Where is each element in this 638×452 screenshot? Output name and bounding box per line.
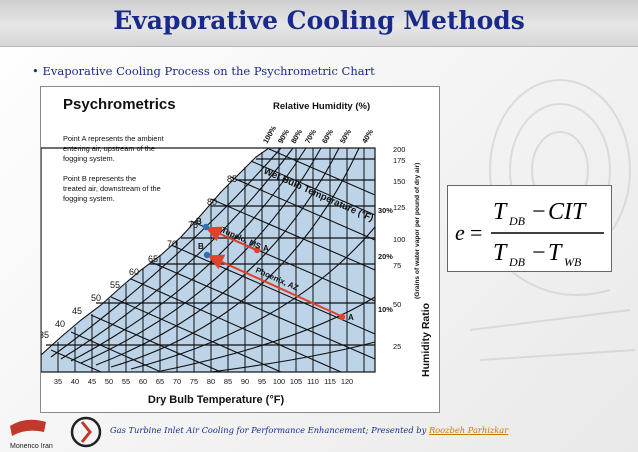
psychrometric-chart: A B A B Tupelo, MS Phoenix, AZ Wet Bulb … [27, 86, 440, 413]
note-a-line-1: Point A represents the ambient [63, 134, 164, 143]
x-axis-label: Dry Bulb Temperature (°F) [148, 394, 285, 406]
wb-label: 50 [91, 293, 101, 303]
x-tick: 115 [324, 377, 336, 386]
wb-label: 60 [129, 267, 139, 277]
y-tick: 175 [393, 156, 405, 165]
rh-label: 10% [378, 305, 393, 314]
slide-subtitle: • Evaporative Cooling Process on the Psy… [32, 64, 375, 78]
slide-title: Evaporative Cooling Methods [113, 6, 525, 35]
logo-ring-icon [70, 416, 102, 448]
efficiency-equation-svg: e = T DB − CIT T DB − T WB [455, 199, 604, 269]
subtitle-text: Evaporative Cooling Process on the Psych… [42, 64, 375, 78]
y-tick: 150 [393, 177, 405, 186]
x-tick: 55 [122, 377, 130, 386]
rh-label: 40% [360, 127, 375, 145]
eq-num-minus: − [532, 199, 546, 225]
chart-heading: Psychrometrics [63, 96, 176, 113]
rh-label: 70% [303, 127, 318, 145]
x-tick: 105 [290, 377, 302, 386]
eq-den-minus: − [532, 240, 546, 266]
y-tick: 125 [393, 203, 405, 212]
rh-label: 60% [320, 127, 335, 145]
wb-label: 65 [148, 254, 158, 264]
phoenix-process-arrow [207, 254, 342, 317]
x-tick: 80 [207, 377, 215, 386]
x-tick: 85 [224, 377, 232, 386]
y-tick: 75 [393, 261, 401, 270]
logo-caption: Monenco Iran [10, 443, 53, 450]
eq-lhs: e [455, 220, 465, 245]
eq-equals: = [470, 220, 482, 245]
x-tick: 45 [88, 377, 96, 386]
wb-label: 75 [188, 220, 198, 230]
wb-label: 40 [55, 319, 65, 329]
rh-label: 20% [378, 252, 393, 261]
psychrometric-chart-svg: A B A B Tupelo, MS Phoenix, AZ Wet Bulb … [27, 96, 432, 406]
phoenix-point-b [203, 251, 211, 259]
footer-text: Gas Turbine Inlet Air Cooling for Perfor… [110, 425, 429, 435]
tupelo-process-arrow [205, 226, 257, 251]
y-tick: 200 [393, 145, 405, 154]
y-axis-sublabel: (Grains of water vapor per pound of dry … [414, 163, 421, 299]
logo-arrow-icon [80, 421, 92, 443]
note-a-line-2: entering air, upstream of the [63, 144, 155, 153]
title-bar [0, 0, 638, 47]
efficiency-equation: e = T DB − CIT T DB − T WB [447, 185, 612, 272]
wb-label: 80 [207, 197, 217, 207]
logo-mark-icon [10, 419, 46, 436]
eq-num-db: DB [508, 214, 526, 228]
phoenix-a-label: A [348, 313, 354, 322]
rh-label: 90% [276, 127, 291, 145]
monenco-logo: Monenco Iran [10, 416, 102, 450]
footer-credit: Gas Turbine Inlet Air Cooling for Perfor… [110, 425, 508, 435]
y-tick: 100 [393, 235, 405, 244]
rh-title: Relative Humidity (%) [273, 101, 370, 112]
tupelo-a-label: A [263, 244, 269, 253]
eq-den-t2: T [548, 240, 563, 266]
note-b-line-2: treated air, downstream of the [63, 184, 161, 193]
wb-label: 70 [167, 239, 177, 249]
note-b-line-3: fogging system. [63, 194, 115, 203]
eq-num-t: T [493, 199, 508, 225]
eq-num-cit: CIT [548, 199, 587, 225]
x-tick: 95 [258, 377, 266, 386]
eq-den-db: DB [508, 255, 526, 269]
rh-label: 80% [289, 127, 304, 145]
tupelo-point-a [253, 246, 261, 254]
y-axis-label: Humidity Ratio [420, 303, 432, 377]
relative-humidity-curves [40, 147, 376, 373]
y-tick: 50 [393, 300, 401, 309]
rh-label: 50% [338, 127, 353, 145]
x-tick: 120 [341, 377, 353, 386]
wb-label: 85 [227, 174, 237, 184]
tupelo-point-b [202, 223, 210, 231]
phoenix-point-a [338, 313, 346, 321]
x-tick: 70 [173, 377, 181, 386]
eq-den-t1: T [493, 240, 508, 266]
eq-den-wb: WB [564, 255, 582, 269]
x-tick: 40 [71, 377, 79, 386]
x-tick: 65 [156, 377, 164, 386]
x-tick: 110 [307, 377, 319, 386]
bullet: • [32, 64, 39, 78]
x-tick: 90 [241, 377, 249, 386]
x-tick: 35 [54, 377, 62, 386]
wb-label: 55 [110, 280, 120, 290]
wb-label: 35 [41, 330, 49, 340]
note-a-line-3: fogging system. [63, 154, 115, 163]
x-tick: 75 [190, 377, 198, 386]
x-tick: 50 [105, 377, 113, 386]
rh-label: 100% [261, 124, 278, 145]
note-b-line-1: Point B represents the [63, 174, 136, 183]
tupelo-b-label: B [196, 217, 202, 226]
x-tick: 100 [273, 377, 285, 386]
footer-author-link[interactable]: Roozbeh Parhizkar [428, 425, 509, 435]
rh-label: 30% [378, 206, 393, 215]
phoenix-b-label: B [198, 242, 204, 251]
x-tick: 60 [139, 377, 147, 386]
wb-label: 45 [72, 306, 82, 316]
y-tick: 25 [393, 342, 401, 351]
plot-border [40, 147, 376, 373]
